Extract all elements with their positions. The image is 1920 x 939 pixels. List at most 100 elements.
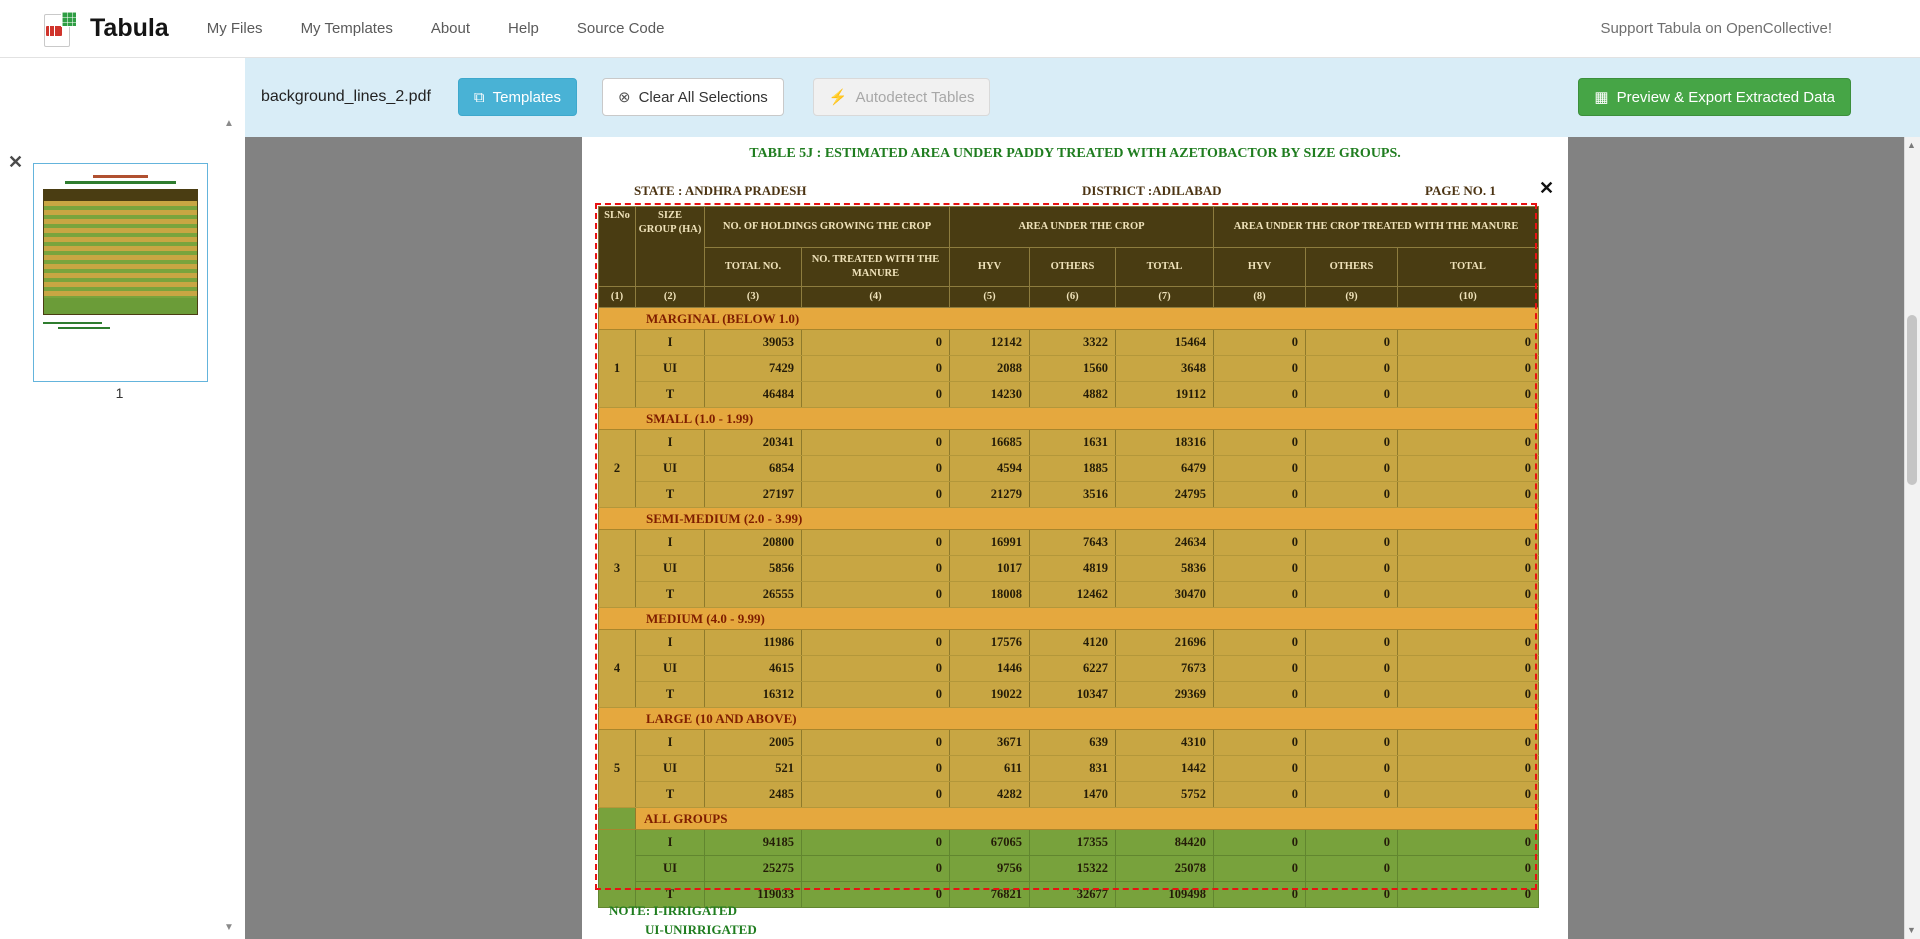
col-header-size-group: SIZE GROUP (HA)	[635, 206, 705, 287]
value-cell: 0	[1305, 629, 1399, 656]
value-cell: 4615	[704, 655, 802, 682]
toolbar: background_lines_2.pdf ⧉ Templates ⊗ Cle…	[245, 57, 1920, 137]
value-cell: 3648	[1114, 355, 1215, 382]
value-cell: 0	[801, 829, 950, 856]
group-header-row: SEMI-MEDIUM (2.0 - 3.99)	[597, 507, 1540, 530]
slno-cell	[598, 807, 636, 830]
value-cell: 0	[801, 529, 950, 556]
value-cell: 0	[801, 629, 950, 656]
slno-cell: 4	[598, 629, 636, 708]
value-cell: 0	[1305, 655, 1399, 682]
table-row: 4 I 11986 0 17576 4120 21696 0 0 0	[598, 629, 1540, 708]
value-cell: 0	[1305, 429, 1399, 456]
value-cell: 0	[1213, 629, 1307, 656]
value-cell: 11986	[704, 629, 802, 656]
navbar: Tabula My Files My Templates About Help Sour…	[0, 0, 1920, 58]
col-number: (5)	[949, 286, 1030, 308]
group-header-cell: ALL GROUPS	[634, 807, 1540, 830]
value-cell: 5856	[704, 555, 802, 582]
value-cell: 109498	[1114, 881, 1215, 908]
scrollbar-down-icon[interactable]: ▼	[1907, 925, 1916, 935]
table-selection-box[interactable]	[595, 203, 1537, 890]
value-cell: 0	[1305, 329, 1399, 356]
row-type-cell: UI	[635, 455, 705, 482]
remove-page-icon[interactable]: ✕	[8, 152, 24, 172]
export-table-icon: ▦	[1594, 88, 1609, 106]
value-cell: 3516	[1029, 481, 1116, 508]
col-subheader: HYV	[1213, 247, 1307, 287]
value-cell: 4120	[1029, 629, 1116, 656]
table-row: 1 I 39053 0 12142 3322 15464 0 0 0	[598, 329, 1540, 408]
pdf-state-text: STATE : ANDHRA PRADESH	[634, 183, 807, 198]
value-cell: 0	[1305, 555, 1399, 582]
value-cell: 19022	[949, 681, 1030, 708]
col-subheader: TOTAL	[1397, 247, 1540, 287]
sidebar-scroll-down-icon[interactable]: ▼	[224, 922, 234, 933]
value-cell: 2088	[949, 355, 1030, 382]
value-cell: 0	[1213, 429, 1307, 456]
main-scrollbar[interactable]: ▲ ▼	[1904, 137, 1920, 939]
value-cell: 4310	[1114, 729, 1215, 756]
value-cell: 0	[1397, 481, 1540, 508]
value-cell: 0	[801, 455, 950, 482]
value-cell: 0	[801, 555, 950, 582]
export-button-label: Preview & Export Extracted Data	[1616, 88, 1835, 106]
tabula-logo-icon	[44, 10, 80, 47]
group-header-row: MARGINAL (BELOW 1.0)	[597, 307, 1540, 330]
scrollbar-up-icon[interactable]: ▲	[1907, 140, 1916, 150]
pdf-page-number-text: PAGE NO. 1	[1425, 183, 1496, 198]
value-cell: 0	[801, 655, 950, 682]
group-header-row: MEDIUM (4.0 - 9.99)	[597, 607, 1540, 630]
clear-all-selections-button[interactable]: ⊗ Clear All Selections	[602, 78, 784, 116]
group-header-cell: MEDIUM (4.0 - 9.99)	[597, 607, 1540, 630]
thumbnail-note-line	[58, 327, 111, 329]
value-cell: 0	[1305, 755, 1399, 782]
value-cell: 0	[1305, 481, 1399, 508]
row-type-cell: T	[635, 481, 705, 508]
nav-item-my-files[interactable]: My Files	[206, 20, 263, 37]
templates-button[interactable]: ⧉ Templates	[457, 78, 577, 116]
nav-item-help[interactable]: Help	[508, 20, 539, 37]
row-type-cell: T	[635, 581, 705, 608]
value-cell: 6479	[1114, 455, 1215, 482]
value-cell: 521	[704, 755, 802, 782]
page-thumbnail[interactable]	[33, 163, 208, 382]
col-number: (6)	[1029, 286, 1116, 308]
brand-title: Tabula	[90, 14, 169, 42]
value-cell: 25078	[1114, 855, 1215, 882]
value-cell: 3322	[1029, 329, 1116, 356]
autodetect-tables-button[interactable]: ⚡ Autodetect Tables	[812, 78, 991, 116]
value-cell: 0	[1213, 455, 1307, 482]
group-header-cell: SEMI-MEDIUM (2.0 - 3.99)	[597, 507, 1540, 530]
value-cell: 0	[1213, 329, 1307, 356]
table-row: UI 5856 0 1017 4819 5836 0 0 0	[599, 555, 1540, 582]
main-nav: My Files My Templates About Help Source Code	[207, 20, 665, 37]
group-header-cell: LARGE (10 AND ABOVE)	[597, 707, 1540, 730]
value-cell: 4594	[949, 455, 1030, 482]
thumbnail-title-line	[92, 175, 149, 178]
table-grid-icon	[61, 10, 77, 27]
scrollbar-thumb[interactable]	[1907, 315, 1917, 485]
slno-cell	[598, 829, 636, 908]
row-type-cell: I	[635, 329, 705, 356]
nav-item-source-code[interactable]: Source Code	[576, 20, 665, 37]
sidebar-scroll-up-icon[interactable]: ▲	[224, 118, 234, 129]
nav-item-about[interactable]: About	[430, 20, 471, 37]
pdf-district-text: DISTRICT :ADILABAD	[1082, 183, 1222, 198]
value-cell: 46484	[704, 381, 802, 408]
value-cell: 32677	[1029, 881, 1116, 908]
value-cell: 0	[801, 681, 950, 708]
col-header-holdings: NO. OF HOLDINGS GROWING THE CROP	[704, 206, 950, 248]
pdf-page[interactable]: TABLE 5J : ESTIMATED AREA UNDER PADDY TR…	[582, 137, 1568, 939]
table-row: UI 7429 0 2088 1560 3648 0 0 0	[599, 355, 1540, 382]
current-filename: background_lines_2.pdf	[261, 88, 431, 105]
table-row: I 94185 0 67065 17355 84420 0 0 0	[598, 829, 1540, 908]
nav-item-my-templates[interactable]: My Templates	[300, 20, 393, 37]
value-cell: 0	[801, 381, 950, 408]
value-cell: 0	[1213, 855, 1307, 882]
support-link[interactable]: Support Tabula on OpenCollective!	[1600, 20, 1832, 37]
value-cell: 0	[1213, 755, 1307, 782]
table-row: T 2485 0 4282 1470 5752 0 0 0	[599, 781, 1540, 808]
preview-export-button[interactable]: ▦ Preview & Export Extracted Data	[1578, 78, 1851, 116]
remove-selection-icon[interactable]: ✕	[1539, 178, 1555, 198]
